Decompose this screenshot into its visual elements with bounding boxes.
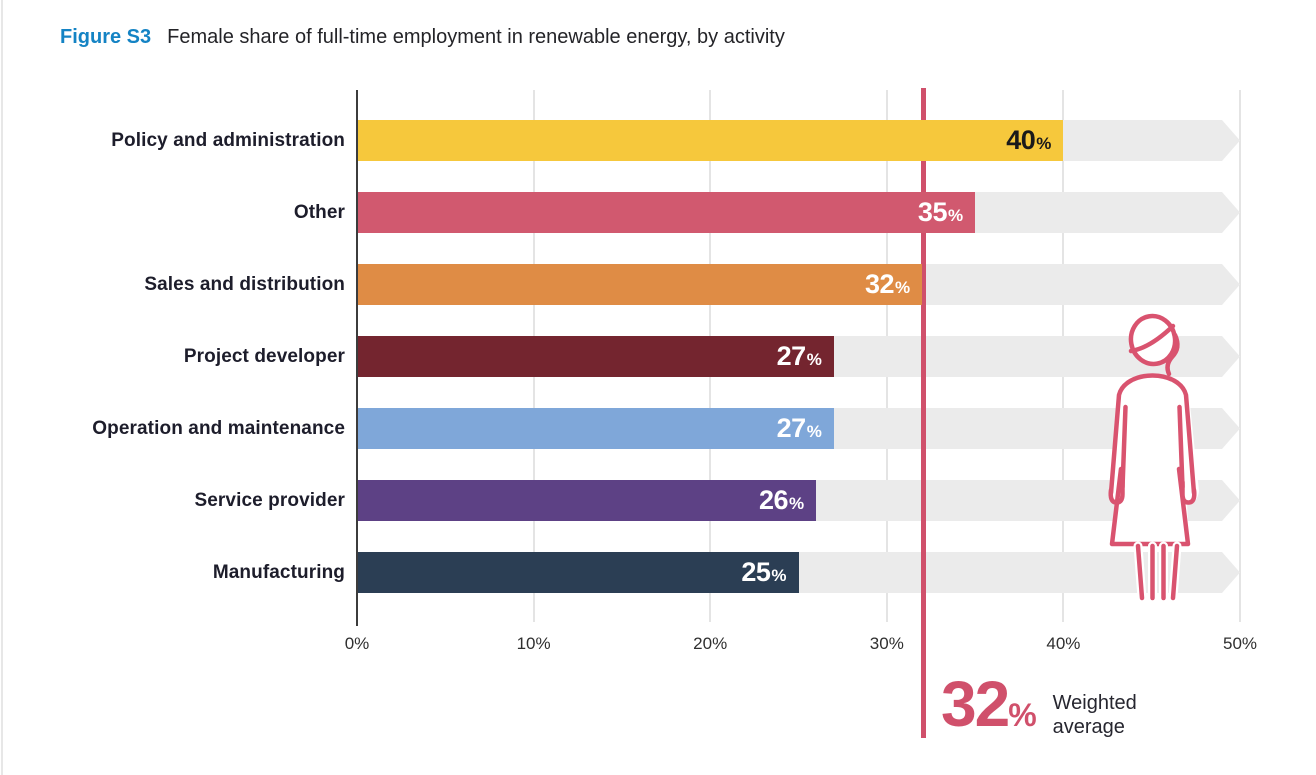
bar-value-label: 26% [758, 485, 805, 515]
page-left-border [1, 0, 3, 775]
x-axis-tick-label-10: 10% [516, 634, 551, 653]
bar-manufacturing: 25% [357, 552, 799, 593]
gridline-50 [1239, 90, 1241, 622]
weighted-average-annotation: 32 % Weighted average [941, 672, 1137, 739]
bar-sales-and-distribution: 32% [357, 264, 923, 305]
bar-value-label: 27% [776, 413, 822, 443]
woman-outline-icon [1108, 313, 1199, 601]
bar-value-label: 40% [1006, 125, 1052, 155]
category-label-other: Other [293, 202, 345, 223]
bar-value-label: 35% [917, 197, 964, 227]
category-label-manufacturing: Manufacturing [212, 562, 345, 583]
weighted-average-value: 32 % [941, 672, 1037, 739]
bar-operation-and-maintenance: 27% [357, 408, 834, 449]
x-axis-tick-label-30: 30% [869, 634, 904, 653]
category-label-project-developer: Project developer [183, 346, 345, 367]
x-axis-tick-label-40: 40% [1046, 634, 1081, 653]
x-axis-tick-label-50: 50% [1222, 634, 1258, 653]
figure-title-text: Female share of full-time employment in … [167, 26, 785, 48]
weighted-average-number: 32 [941, 668, 1010, 740]
bar-project-developer: 27% [357, 336, 834, 377]
x-axis-tick-label-0: 0% [344, 634, 370, 653]
x-axis-tick-label-20: 20% [693, 634, 728, 653]
figure-title-row: Figure S3 Female share of full-time emplo… [60, 26, 785, 49]
weighted-average-percent-sign: % [1008, 697, 1037, 733]
figure-number-label: Figure S3 [60, 26, 152, 48]
category-label-operation-and-maintenance: Operation and maintenance [92, 418, 345, 439]
bar-value-label: 32% [864, 269, 911, 299]
category-label-service-provider: Service provider [194, 490, 345, 511]
bar-value-label: 25% [741, 557, 787, 587]
bar-value-label: 27% [776, 341, 822, 371]
y-axis-line [356, 90, 358, 626]
category-label-sales-and-distribution: Sales and distribution [144, 274, 345, 295]
bar-policy-and-administration: 40% [357, 120, 1064, 161]
weighted-average-line [921, 88, 927, 738]
bar-other: 35% [357, 192, 976, 233]
bar-service-provider: 26% [357, 480, 817, 521]
category-label-policy-and-administration: Policy and administration [111, 130, 345, 151]
weighted-average-label: Weighted average [1052, 692, 1137, 738]
